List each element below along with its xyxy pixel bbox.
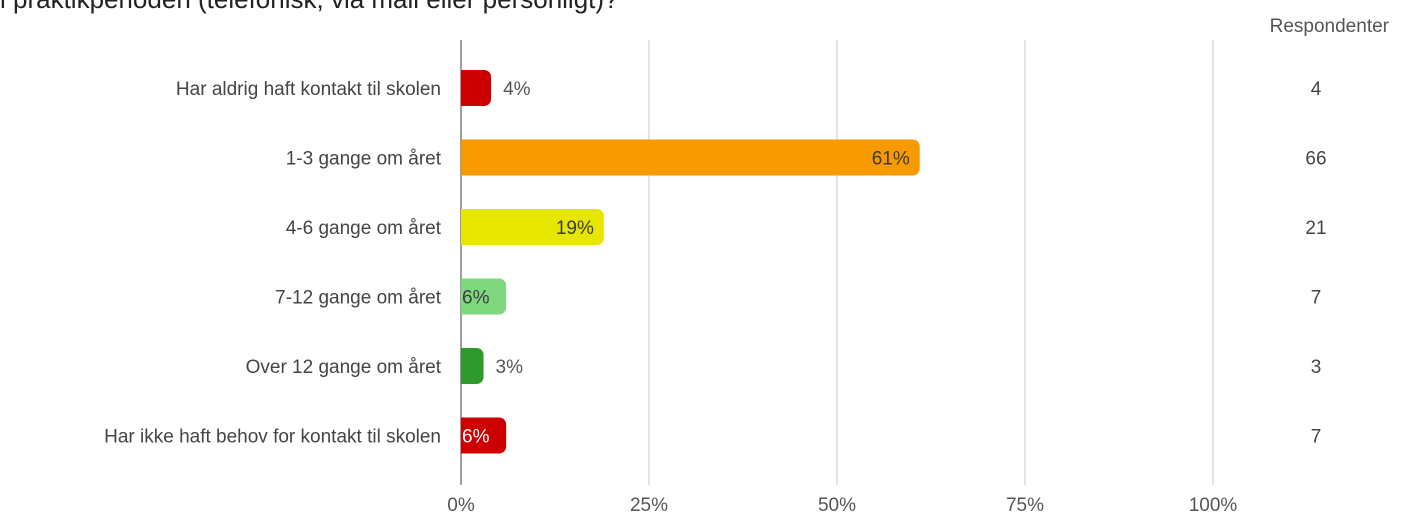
value-label: 6% [462, 288, 490, 309]
bar-edge [461, 209, 469, 245]
category-label: 1-3 gange om året [286, 149, 442, 170]
respondent-count: 66 [1305, 149, 1326, 170]
x-tick-label: 50% [818, 495, 856, 516]
respondent-count: 7 [1311, 288, 1322, 309]
x-tick-label: 25% [630, 495, 668, 516]
bar-edge [461, 348, 469, 384]
respondents-header: Respondenter [1269, 16, 1389, 37]
bar [461, 417, 507, 454]
bar-edge [461, 417, 469, 454]
category-label: 7-12 gange om året [275, 288, 442, 309]
respondent-count: 21 [1305, 218, 1326, 239]
bar [461, 209, 604, 245]
bar-edge [461, 139, 469, 176]
bar [461, 139, 920, 176]
bar-edge [461, 70, 469, 106]
bar-edge [461, 278, 469, 315]
chart-title: i praktikperioden (telefonisk, via mail … [0, 0, 619, 15]
x-tick-label: 100% [1189, 495, 1238, 516]
bar [461, 278, 507, 315]
respondent-count: 3 [1311, 357, 1322, 378]
value-label: 19% [556, 218, 594, 239]
value-label: 61% [872, 149, 910, 170]
value-label: 3% [496, 357, 524, 378]
respondent-count: 7 [1311, 427, 1322, 448]
respondent-count: 4 [1311, 79, 1322, 100]
category-label: Har aldrig haft kontakt til skolen [176, 79, 441, 100]
value-label: 6% [462, 427, 490, 448]
category-label: Over 12 gange om året [246, 357, 442, 378]
category-label: 4-6 gange om året [286, 218, 442, 239]
value-label: 4% [503, 79, 531, 100]
x-tick-label: 75% [1006, 495, 1044, 516]
x-tick-label: 0% [447, 495, 475, 516]
category-label: Har ikke haft behov for kontakt til skol… [104, 427, 441, 448]
